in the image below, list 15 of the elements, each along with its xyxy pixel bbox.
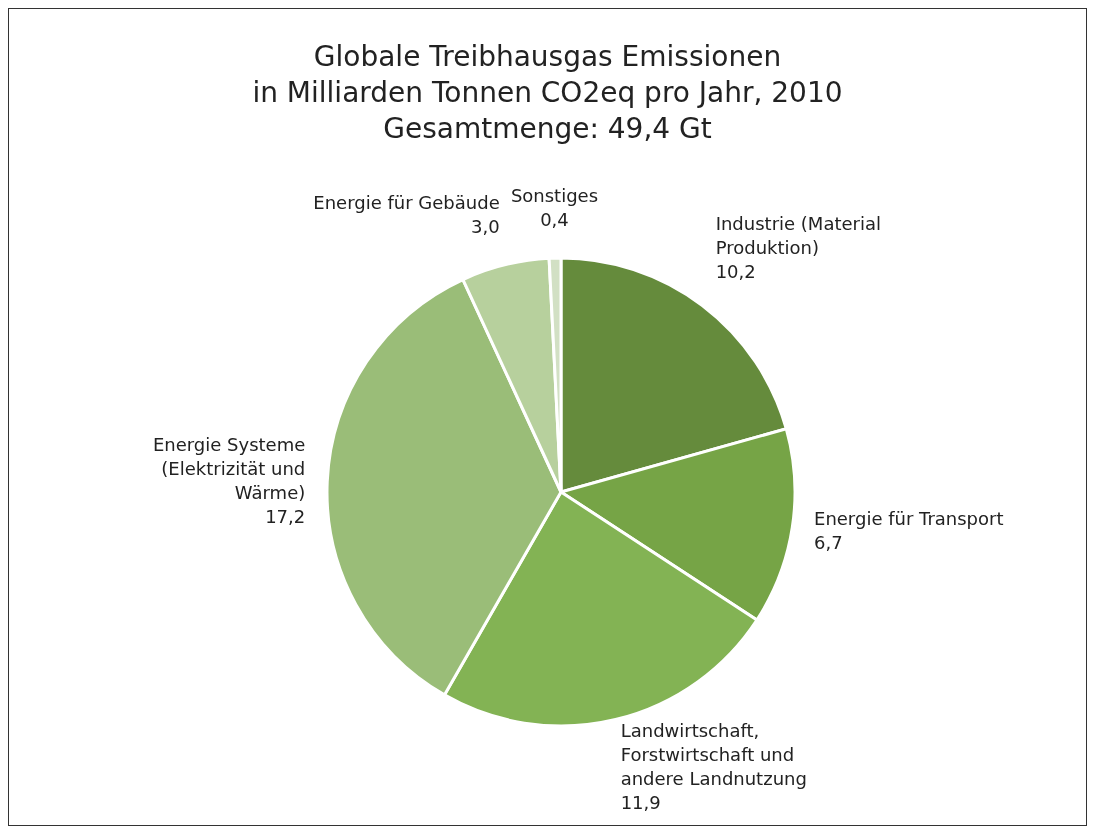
data-label: 11,9	[620, 791, 661, 813]
slice-label: Energie für Gebäude	[313, 192, 500, 214]
slice-label: Energie für Transport	[814, 507, 1004, 529]
slice-label: Sonstiges	[510, 185, 599, 207]
slice-label: Landwirtschaft, Forstwirtschaft und andere Landnutzung	[620, 719, 807, 789]
data-label: 10,2	[715, 261, 756, 282]
data-label: 3,0	[471, 216, 500, 238]
data-label: 6,7	[814, 531, 843, 553]
data-label: 17,2	[265, 505, 306, 527]
chart-subtitle: in Milliarden Tonnen CO2eq pro Jahr, 2010	[251, 75, 844, 111]
slice-label: Industrie (Material Produktion)	[715, 213, 881, 258]
text: Gesamtmenge: 49,4 Gt	[382, 111, 713, 147]
slice-label: Energie Systeme (Elektrizität und Wärme)	[152, 433, 306, 503]
data-label: 0,4	[540, 209, 569, 231]
chart-title: Globale Treibhausgas Emissionen	[312, 39, 783, 75]
